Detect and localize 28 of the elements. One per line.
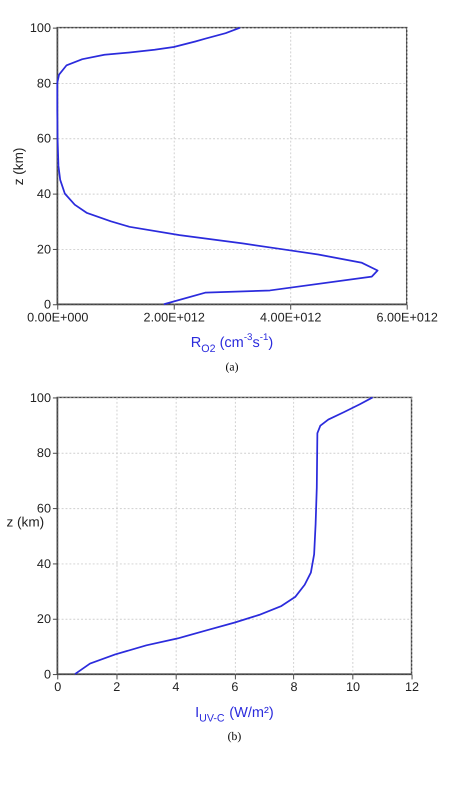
x-tick-label: 6.00E+012 <box>376 310 438 324</box>
y-tick-label: 20 <box>36 242 51 256</box>
line-series <box>74 396 374 675</box>
x-tick-label: 12 <box>405 680 420 694</box>
x-tick-label: 2 <box>113 680 120 694</box>
y-tick-label: 20 <box>36 612 51 626</box>
y-tick-label: 100 <box>30 21 51 36</box>
text: (b) <box>228 730 242 744</box>
x-tick-label: 0 <box>54 680 62 694</box>
y-axis-title: z (km) <box>6 514 44 530</box>
text: (a) <box>226 360 239 374</box>
x-tick-label: 10 <box>346 680 360 694</box>
x-tick-label: 6 <box>231 680 238 694</box>
y-tick-label: 40 <box>36 556 51 571</box>
x-tick-label: 4.00E+012 <box>260 310 322 324</box>
y-tick-label: 80 <box>36 446 51 460</box>
x-tick-label: 4 <box>172 680 180 694</box>
x-tick-label: 8 <box>290 680 298 694</box>
y-tick-label: 60 <box>36 132 51 146</box>
y-tick-label: 0 <box>44 667 51 682</box>
y-axis-title: z (km) <box>11 148 26 186</box>
y-tick-label: 100 <box>30 390 51 405</box>
x-tick-label: 2.00E+012 <box>144 310 205 324</box>
y-tick-label: 0 <box>44 298 51 312</box>
x-tick-label: 0.00E+000 <box>27 310 88 324</box>
y-tick-label: 60 <box>36 501 51 516</box>
y-tick-label: 80 <box>36 76 51 90</box>
y-tick-label: 40 <box>36 186 51 201</box>
